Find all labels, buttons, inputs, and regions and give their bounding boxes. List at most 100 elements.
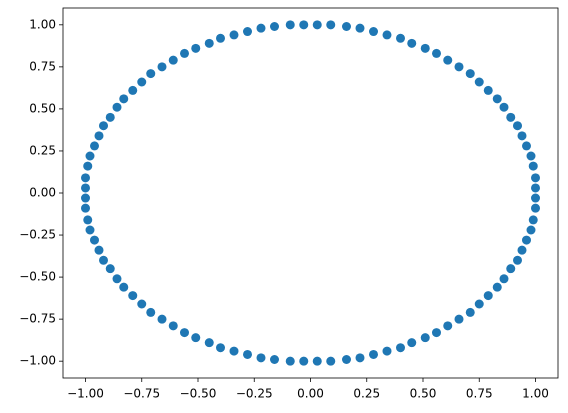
point — [157, 314, 167, 324]
point — [256, 23, 266, 33]
y-tick-label: 0.25 — [29, 143, 56, 157]
point — [517, 245, 527, 255]
point — [492, 94, 502, 104]
point — [407, 338, 417, 348]
point — [454, 314, 464, 324]
point — [128, 85, 138, 95]
point — [105, 112, 115, 122]
point — [146, 307, 156, 317]
point — [85, 151, 95, 161]
point — [443, 321, 453, 331]
point — [105, 264, 115, 274]
point — [483, 85, 493, 95]
point — [382, 346, 392, 356]
point — [531, 183, 540, 193]
point — [443, 55, 453, 65]
point — [119, 282, 129, 292]
point — [326, 356, 336, 366]
point — [85, 225, 95, 235]
x-tick-label: −0.75 — [123, 387, 160, 401]
point — [483, 291, 493, 301]
point — [312, 20, 322, 30]
point — [285, 20, 295, 30]
point — [83, 161, 93, 171]
x-tick-label: −1.00 — [67, 387, 104, 401]
x-tick-label: 0.00 — [297, 387, 324, 401]
point — [499, 102, 509, 112]
point — [432, 48, 441, 58]
point — [299, 20, 309, 30]
point — [492, 282, 502, 292]
point — [90, 235, 99, 245]
point — [180, 48, 189, 58]
point — [474, 77, 484, 87]
point — [243, 27, 252, 37]
point — [94, 245, 104, 255]
y-tick-label: 1.00 — [29, 17, 56, 31]
point — [528, 161, 538, 171]
point — [522, 141, 531, 151]
point — [180, 328, 189, 338]
point — [81, 203, 90, 213]
point — [112, 102, 122, 112]
point — [432, 328, 441, 338]
point — [94, 131, 104, 141]
point — [216, 33, 225, 43]
point — [81, 193, 90, 203]
point — [128, 291, 138, 301]
y-tick-label: −0.75 — [19, 312, 56, 326]
point — [526, 151, 536, 161]
point — [229, 30, 239, 40]
point — [474, 299, 484, 309]
x-tick-label: 1.00 — [522, 387, 549, 401]
point — [517, 131, 527, 141]
point — [396, 33, 405, 43]
point — [119, 94, 129, 104]
point — [369, 349, 378, 359]
point — [531, 193, 540, 203]
point — [407, 38, 417, 48]
point — [513, 121, 522, 131]
point — [270, 22, 279, 31]
y-tick-label: 0.50 — [29, 101, 56, 115]
point — [137, 77, 147, 87]
point — [256, 353, 266, 363]
x-tick-label: 0.75 — [466, 387, 493, 401]
point — [216, 343, 225, 353]
point — [204, 38, 214, 48]
point — [191, 43, 201, 53]
point — [420, 43, 430, 53]
point — [137, 299, 147, 309]
point — [465, 69, 475, 79]
point — [191, 333, 201, 343]
point — [506, 264, 516, 274]
point — [499, 274, 509, 284]
point — [285, 356, 295, 366]
point — [270, 355, 279, 364]
y-tick-label: −1.00 — [19, 354, 56, 368]
point — [204, 338, 214, 348]
point — [326, 20, 336, 30]
point — [355, 23, 365, 33]
x-tick-label: 0.50 — [410, 387, 437, 401]
point — [168, 55, 178, 65]
point — [157, 62, 167, 72]
y-tick-label: −0.50 — [19, 270, 56, 284]
point — [531, 173, 540, 183]
point — [99, 255, 108, 265]
x-tick-label: 0.25 — [353, 387, 380, 401]
point — [112, 274, 122, 284]
x-tick-label: −0.50 — [180, 387, 217, 401]
point — [513, 255, 522, 265]
point — [454, 62, 464, 72]
point — [299, 356, 309, 366]
point — [81, 183, 90, 193]
point — [146, 69, 156, 79]
point — [342, 22, 351, 31]
point — [522, 235, 531, 245]
point — [312, 356, 322, 366]
y-tick-label: 0.75 — [29, 59, 56, 73]
point — [243, 349, 252, 359]
point — [99, 121, 108, 131]
